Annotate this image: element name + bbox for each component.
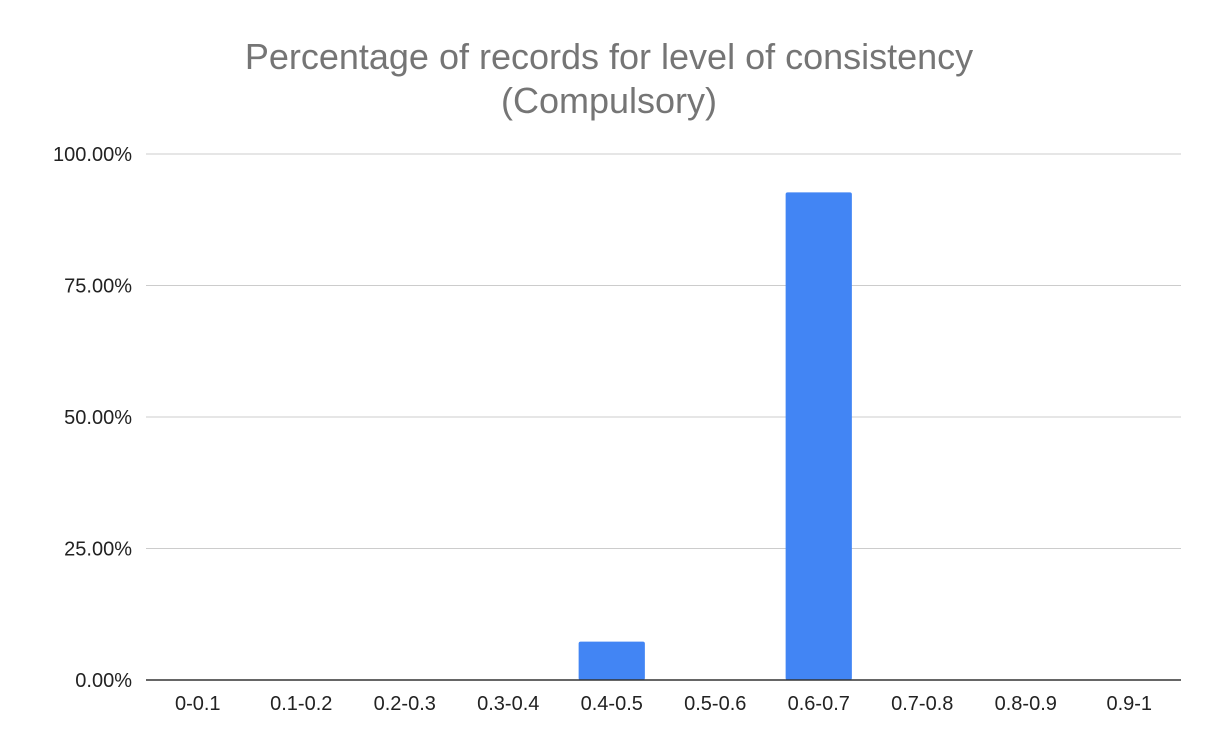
tick-labels: 0.00% 25.00% 50.00% 75.00% 100.00% 0-0.1 0.1-0… <box>53 144 1152 715</box>
x-tick-label: 0.9-1 <box>1106 693 1152 715</box>
y-tick-label: 0.00% <box>75 670 132 692</box>
bars <box>578 192 852 680</box>
chart-subtitle: (Compulsory) <box>500 80 718 121</box>
x-tick-label: 0.7-0.8 <box>891 693 953 715</box>
x-tick-label: 0.6-0.7 <box>788 693 850 715</box>
bar <box>578 641 645 680</box>
y-tick-label: 75.00% <box>64 276 132 298</box>
x-tick-label: 0.1-0.2 <box>270 693 332 715</box>
x-tick-label: 0-0.1 <box>175 693 221 715</box>
x-tick-label: 0.3-0.4 <box>477 693 539 715</box>
chart-title: Percentage of records for level of consi… <box>244 36 974 77</box>
y-tick-label: 50.00% <box>64 407 132 429</box>
x-tick-label: 0.2-0.3 <box>374 693 436 715</box>
x-tick-label: 0.4-0.5 <box>581 693 643 715</box>
x-tick-label: 0.5-0.6 <box>684 693 746 715</box>
bar <box>785 192 852 680</box>
y-tick-label: 25.00% <box>64 539 132 561</box>
y-tick-label: 100.00% <box>53 144 132 166</box>
gridlines <box>146 153 1181 549</box>
x-tick-label: 0.8-0.9 <box>995 693 1057 715</box>
